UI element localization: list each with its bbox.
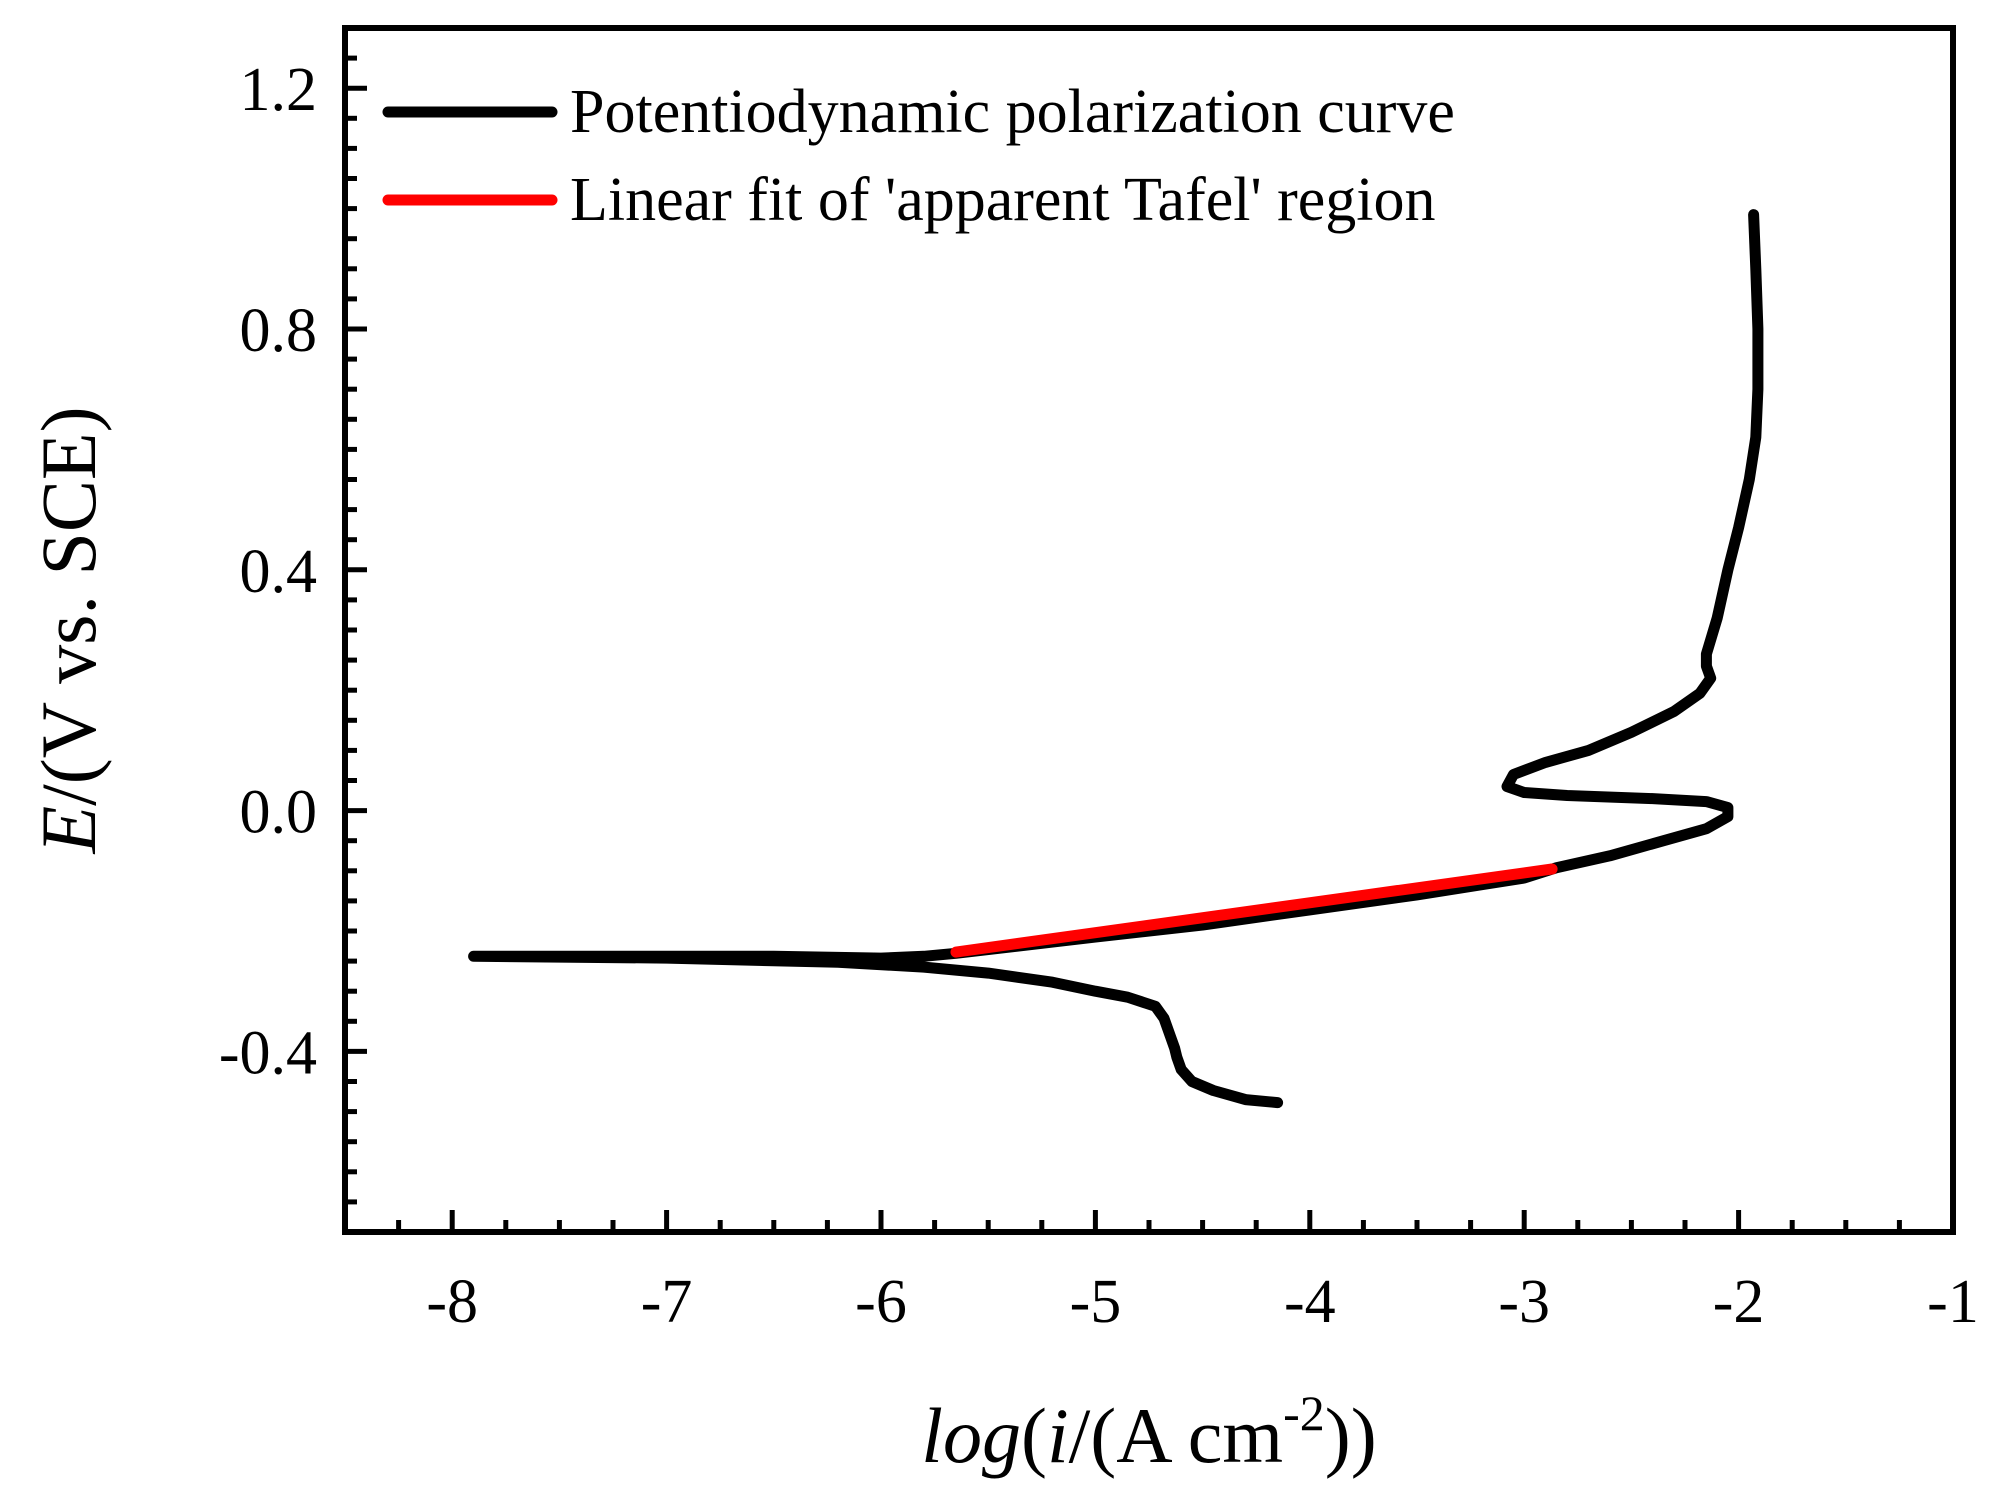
plot-frame	[342, 25, 1956, 1235]
x-tick-label: -7	[641, 1268, 693, 1336]
x-tick-label: -6	[855, 1268, 907, 1336]
x-tick-label: -8	[426, 1268, 478, 1336]
y-tick-label: 0.4	[240, 538, 318, 606]
y-tick-label: -0.4	[219, 1019, 317, 1087]
x-tick-label: -3	[1498, 1268, 1550, 1336]
x-tick-label: -5	[1070, 1268, 1122, 1336]
y-tick-label: 1.2	[240, 56, 318, 124]
x-tick-label: -4	[1284, 1268, 1336, 1336]
y-tick-label: 0.0	[240, 779, 318, 847]
ticks-layer: -8 -7 -6 -5 -4 -3 -2 -1 -0.4 0.0 0.4 0.8 1.2	[219, 25, 1979, 1336]
legend-label-linear-fit: Linear fit of 'apparent Tafel' region	[570, 166, 1436, 234]
series-line-polarization	[468, 209, 1764, 1109]
x-axis-label: log(i/(A cm-2))	[921, 1385, 1376, 1479]
series-layer	[468, 209, 1764, 1109]
series-line-linear-fit	[950, 863, 1558, 958]
legend: Potentiodynamic polarization curve Linea…	[382, 78, 1455, 234]
x-tick-label: -1	[1927, 1268, 1979, 1336]
y-tick-label: 0.8	[240, 297, 318, 365]
y-axis-label: E/(V vs. SCE)	[25, 406, 112, 854]
x-tick-label: -2	[1713, 1268, 1765, 1336]
legend-label-polarization: Potentiodynamic polarization curve	[570, 78, 1455, 146]
